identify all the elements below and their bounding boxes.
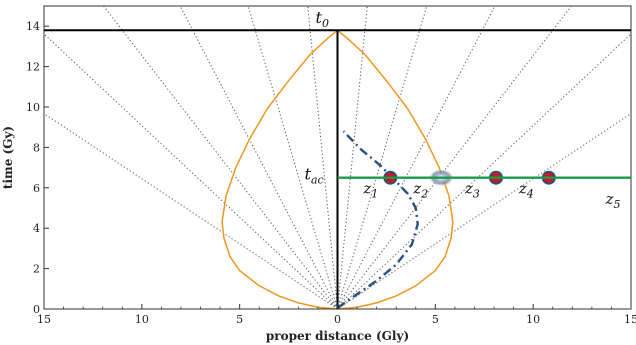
comoving-line [337, 5, 428, 310]
comoving-line [103, 5, 338, 310]
y-tick-label: 10 [26, 101, 40, 114]
comoving-line [337, 5, 368, 310]
x-tick-label: 0 [334, 313, 341, 326]
comoving-line [179, 5, 338, 310]
y-tick-label: 14 [26, 20, 40, 33]
light-cone-right [337, 29, 454, 310]
x-tick-label: 5 [432, 313, 439, 326]
comoving-line [43, 33, 338, 310]
comoving-line [307, 5, 338, 310]
comoving-line [247, 5, 338, 310]
z-label: z5 [605, 190, 621, 211]
light-cone-left [221, 29, 338, 310]
x-tick-label: 10 [135, 313, 149, 326]
y-tick-label: 12 [26, 61, 40, 74]
z-label: z4 [518, 180, 534, 201]
x-tick-label: 10 [526, 313, 540, 326]
y-tick-label: 0 [33, 303, 40, 316]
comoving-line [337, 113, 632, 310]
y-tick-label: 2 [33, 263, 40, 276]
comoving-line [337, 5, 496, 310]
x-tick-label: 5 [236, 313, 243, 326]
x-axis-title: proper distance (Gly) [266, 329, 409, 343]
worldline-curve [336, 130, 419, 309]
z-label: z2 [412, 180, 428, 201]
comoving-line [43, 113, 338, 310]
y-tick-label: 6 [33, 182, 40, 195]
y-tick-label: 4 [33, 222, 40, 235]
y-tick-label: 8 [33, 141, 40, 154]
tac-label: tac [305, 165, 324, 187]
z-label: z3 [464, 180, 480, 201]
z-label: z1 [362, 180, 378, 201]
comoving-line [337, 33, 632, 310]
y-axis-title: time (Gy) [1, 126, 15, 189]
comoving-line [337, 5, 572, 310]
t0-label: t0 [316, 8, 329, 30]
x-tick-label: 15 [37, 313, 51, 326]
x-tick-label: 15 [624, 313, 636, 326]
